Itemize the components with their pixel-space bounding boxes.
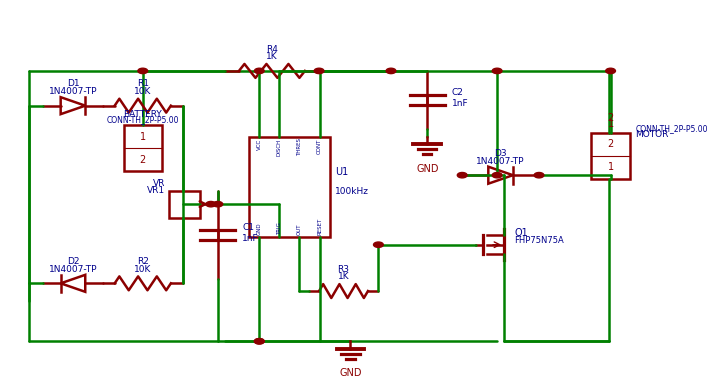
Circle shape <box>206 202 216 207</box>
Text: GND: GND <box>416 164 438 173</box>
Circle shape <box>457 172 467 178</box>
Circle shape <box>314 68 324 74</box>
Text: 2: 2 <box>607 139 614 149</box>
Text: BATTERY: BATTERY <box>123 110 162 119</box>
Text: 2: 2 <box>607 113 614 123</box>
Circle shape <box>386 68 396 74</box>
Text: RESET: RESET <box>317 218 322 235</box>
Text: C2: C2 <box>452 88 464 96</box>
Circle shape <box>373 242 383 247</box>
Text: D3: D3 <box>495 149 507 158</box>
Text: R2: R2 <box>137 257 149 266</box>
Text: 10K: 10K <box>134 265 152 274</box>
Text: 100kHz: 100kHz <box>335 187 369 196</box>
Circle shape <box>138 68 148 74</box>
Text: GND: GND <box>257 223 262 235</box>
Text: R1: R1 <box>136 79 149 88</box>
Circle shape <box>534 172 544 178</box>
Circle shape <box>254 68 264 74</box>
Text: 1nF: 1nF <box>243 235 259 244</box>
Text: THRES: THRES <box>297 138 302 156</box>
Text: 1N4007-TP: 1N4007-TP <box>48 265 97 274</box>
Text: 1K: 1K <box>338 272 349 281</box>
Text: D1: D1 <box>66 79 79 88</box>
Text: OUT: OUT <box>297 224 302 235</box>
Text: DISCH: DISCH <box>277 138 282 156</box>
Text: MOTOR: MOTOR <box>635 130 669 139</box>
Bar <box>123 125 162 171</box>
Circle shape <box>213 202 222 207</box>
Circle shape <box>254 338 264 344</box>
Text: CONN-TH_2P-P5.00: CONN-TH_2P-P5.00 <box>635 124 708 133</box>
Text: VR: VR <box>153 179 165 187</box>
Bar <box>249 137 329 237</box>
Bar <box>591 133 630 179</box>
Circle shape <box>492 68 502 74</box>
Text: 1N4007-TP: 1N4007-TP <box>48 87 97 96</box>
Text: D2: D2 <box>66 257 79 266</box>
Text: 10K: 10K <box>134 87 152 96</box>
Text: TRIG: TRIG <box>277 222 282 235</box>
Text: R3: R3 <box>337 265 349 274</box>
Text: VCC: VCC <box>257 138 262 150</box>
Text: CONT: CONT <box>317 138 322 154</box>
Text: 1N4007-TP: 1N4007-TP <box>477 156 525 166</box>
Bar <box>169 191 201 218</box>
Text: C1: C1 <box>243 223 254 232</box>
Text: 1: 1 <box>607 119 614 129</box>
Text: 2: 2 <box>139 155 146 165</box>
Text: 1: 1 <box>607 163 614 172</box>
Text: FHP75N75A: FHP75N75A <box>515 237 565 245</box>
Text: VR1: VR1 <box>147 186 165 194</box>
Text: CONN-TH_2P-P5.00: CONN-TH_2P-P5.00 <box>107 115 179 124</box>
Circle shape <box>606 68 615 74</box>
Text: 1nF: 1nF <box>452 99 469 108</box>
Circle shape <box>492 172 502 178</box>
Text: R4: R4 <box>266 44 278 54</box>
Text: U1: U1 <box>335 167 349 177</box>
Text: 1: 1 <box>140 131 146 142</box>
Text: Q1: Q1 <box>515 228 529 238</box>
Circle shape <box>254 338 264 344</box>
Text: 1K: 1K <box>266 52 278 61</box>
Text: GND: GND <box>339 368 362 378</box>
